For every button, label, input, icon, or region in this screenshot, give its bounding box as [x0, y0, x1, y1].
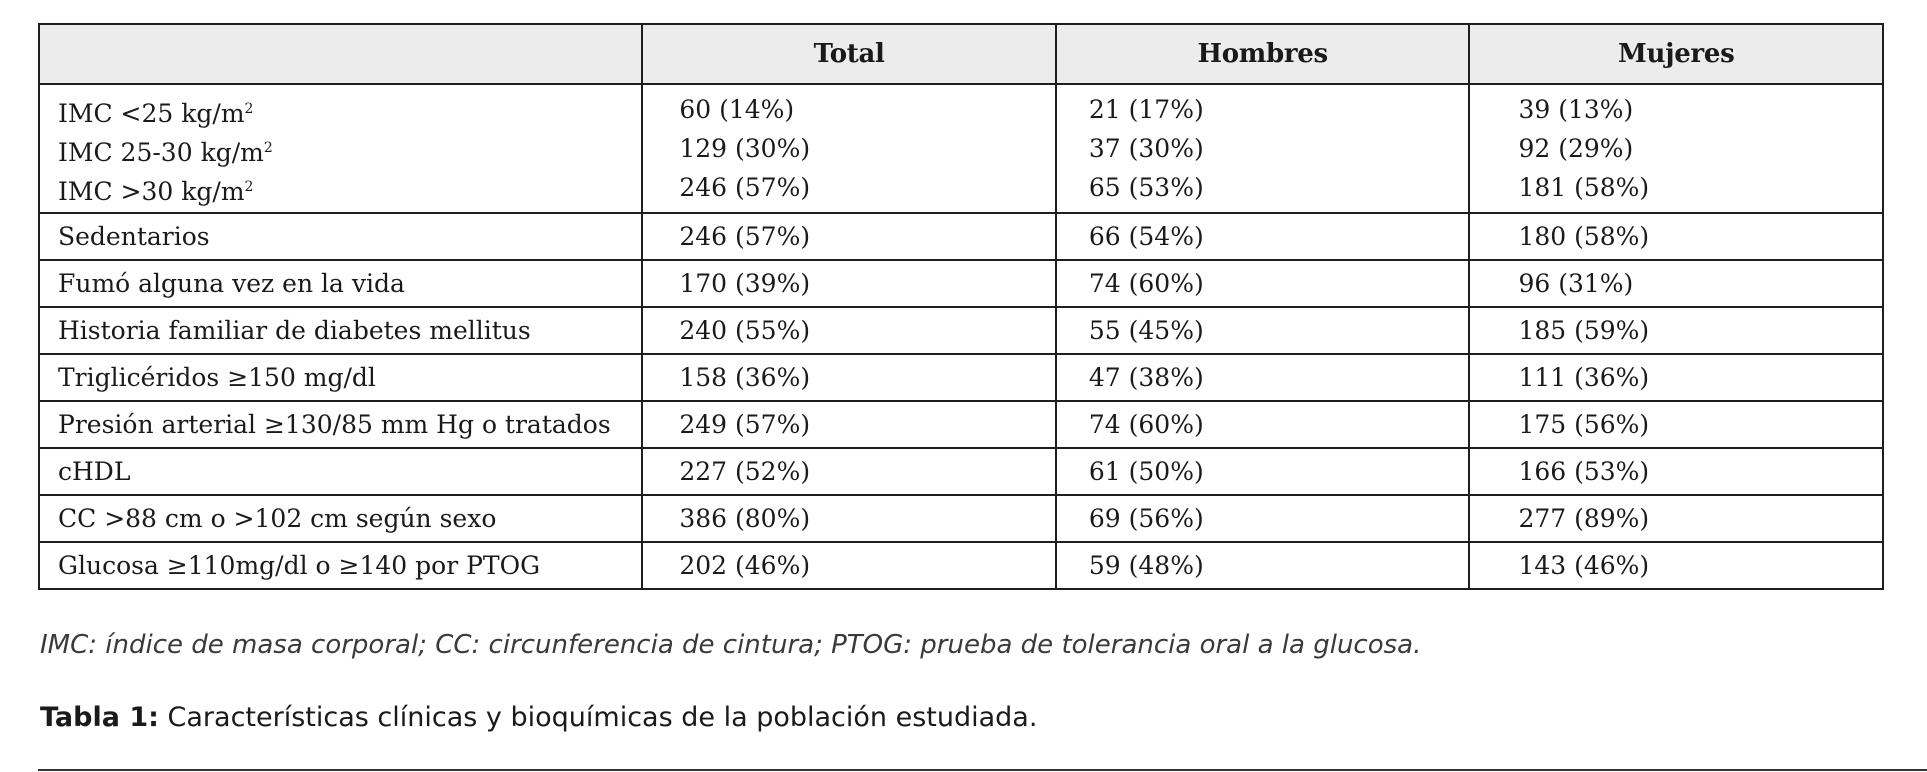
row-label: CC >88 cm o >102 cm según sexo — [37, 494, 644, 543]
table-row: Presión arterial ≥130/85 mm Hg o tratado… — [37, 400, 1884, 449]
row-hombres: 59 (48%) — [1054, 541, 1471, 590]
data-table: Total Hombres Mujeres IMC <25 kg/m2 IMC … — [37, 23, 1884, 590]
row-label: Glucosa ≥110mg/dl o ≥140 por PTOG — [37, 541, 644, 590]
row-total: 246 (57%) — [641, 212, 1057, 261]
table-footnote: IMC: índice de masa corporal; CC: circun… — [40, 630, 1422, 660]
row-label: Sedentarios — [37, 212, 644, 261]
row-hombres: 74 (60%) — [1054, 259, 1471, 308]
row-mujeres: 143 (46%) — [1468, 541, 1884, 590]
row-hombres: 55 (45%) — [1054, 306, 1471, 355]
table-caption: Tabla 1: Características clínicas y bioq… — [40, 702, 1037, 733]
table-row: Triglicéridos ≥150 mg/dl 158 (36%) 47 (3… — [37, 353, 1884, 402]
header-mujeres: Mujeres — [1468, 23, 1884, 85]
row-label: Historia familiar de diabetes mellitus — [37, 306, 644, 355]
imc-mujeres-value: 39 (13%) — [1518, 95, 1634, 124]
table-row: Glucosa ≥110mg/dl o ≥140 por PTOG 202 (4… — [37, 541, 1884, 590]
caption-label: Tabla 1: — [40, 702, 159, 733]
row-mujeres: 185 (59%) — [1468, 306, 1884, 355]
row-mujeres: 180 (58%) — [1468, 212, 1884, 261]
row-hombres: 47 (38%) — [1054, 353, 1471, 402]
table-row: CC >88 cm o >102 cm según sexo 386 (80%)… — [37, 494, 1884, 543]
imc-hombres-value: 65 (53%) — [1088, 173, 1204, 202]
imc-unit-superscript: 2 — [244, 179, 254, 195]
row-total: 227 (52%) — [641, 447, 1057, 496]
header-hombres: Hombres — [1054, 23, 1471, 85]
row-mujeres: 166 (53%) — [1468, 447, 1884, 496]
row-mujeres: 277 (89%) — [1468, 494, 1884, 543]
imc-total-value: 60 (14%) — [679, 95, 795, 124]
imc-total-value: 246 (57%) — [679, 173, 811, 202]
row-hombres: 69 (56%) — [1054, 494, 1471, 543]
row-label: Presión arterial ≥130/85 mm Hg o tratado… — [37, 400, 644, 449]
imc-hombres-value: 21 (17%) — [1088, 95, 1204, 124]
row-mujeres: 175 (56%) — [1468, 400, 1884, 449]
row-total: 249 (57%) — [641, 400, 1057, 449]
imc-labels-cell: IMC <25 kg/m2 IMC 25-30 kg/m2 IMC >30 kg… — [37, 83, 644, 214]
imc-mujeres-value: 181 (58%) — [1518, 173, 1650, 202]
header-total: Total — [641, 23, 1057, 85]
imc-label-line: IMC <25 kg/m2 — [58, 90, 641, 129]
row-label: cHDL — [37, 447, 644, 496]
imc-hombres-value: 37 (30%) — [1088, 134, 1204, 163]
imc-label-line: IMC 25-30 kg/m2 — [58, 129, 641, 168]
row-total: 158 (36%) — [641, 353, 1057, 402]
table-row: cHDL 227 (52%) 61 (50%) 166 (53%) — [37, 447, 1884, 496]
row-hombres: 74 (60%) — [1054, 400, 1471, 449]
table-row-imc: IMC <25 kg/m2 IMC 25-30 kg/m2 IMC >30 kg… — [37, 83, 1884, 214]
imc-hombres-cell: 21 (17%) 37 (30%) 65 (53%) — [1054, 83, 1471, 214]
caption-text: Características clínicas y bioquímicas d… — [158, 702, 1038, 733]
imc-mujeres-cell: 39 (13%) 92 (29%) 181 (58%) — [1468, 83, 1884, 214]
header-empty-cell — [37, 23, 644, 85]
imc-total-cell: 60 (14%) 129 (30%) 246 (57%) — [641, 83, 1057, 214]
row-hombres: 66 (54%) — [1054, 212, 1471, 261]
bottom-rule — [38, 769, 1927, 771]
row-total: 170 (39%) — [641, 259, 1057, 308]
imc-label-line: IMC >30 kg/m2 — [58, 168, 641, 207]
imc-label: IMC 25-30 kg/m — [58, 138, 264, 167]
imc-label: IMC <25 kg/m — [58, 99, 245, 128]
row-label: Triglicéridos ≥150 mg/dl — [37, 353, 644, 402]
imc-unit-superscript: 2 — [244, 101, 254, 117]
row-total: 240 (55%) — [641, 306, 1057, 355]
imc-mujeres-value: 92 (29%) — [1518, 134, 1634, 163]
imc-label: IMC >30 kg/m — [58, 177, 245, 206]
row-mujeres: 111 (36%) — [1468, 353, 1884, 402]
row-mujeres: 96 (31%) — [1468, 259, 1884, 308]
row-hombres: 61 (50%) — [1054, 447, 1471, 496]
row-total: 202 (46%) — [641, 541, 1057, 590]
imc-total-value: 129 (30%) — [679, 134, 811, 163]
table-row: Sedentarios 246 (57%) 66 (54%) 180 (58%) — [37, 212, 1884, 261]
row-label: Fumó alguna vez en la vida — [37, 259, 644, 308]
imc-unit-superscript: 2 — [263, 140, 273, 156]
table-header-row: Total Hombres Mujeres — [37, 23, 1884, 85]
row-total: 386 (80%) — [641, 494, 1057, 543]
table-row: Historia familiar de diabetes mellitus 2… — [37, 306, 1884, 355]
table-row: Fumó alguna vez en la vida 170 (39%) 74 … — [37, 259, 1884, 308]
